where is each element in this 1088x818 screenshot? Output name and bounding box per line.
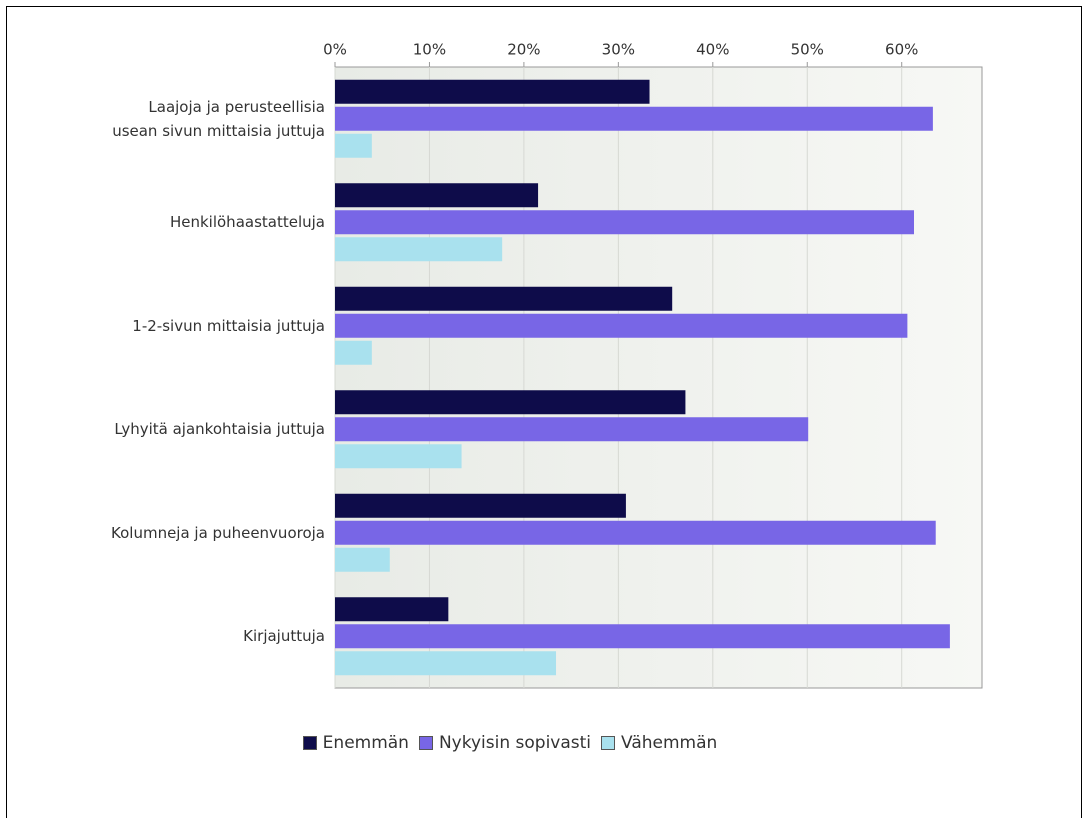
bar xyxy=(335,651,557,676)
x-tick-label: 60% xyxy=(885,41,918,59)
bar xyxy=(335,313,908,338)
legend-item: Vähemmän xyxy=(601,733,717,753)
legend: Enemmän Nykyisin sopivasti Vähemmän xyxy=(0,733,1020,753)
legend-item: Enemmän xyxy=(302,733,409,753)
bar xyxy=(335,493,626,518)
y-tick-label: Kirjajuttuja xyxy=(243,627,325,646)
bar xyxy=(335,106,933,131)
y-tick-label: Laajoja ja perusteellisia usean sivun mi… xyxy=(112,97,325,140)
bar xyxy=(335,417,809,442)
plot-area xyxy=(334,66,983,689)
bar xyxy=(335,444,462,469)
x-tick-label: 50% xyxy=(791,41,824,59)
legend-swatch xyxy=(418,736,433,750)
bar xyxy=(335,210,914,235)
y-tick-label: Henkilöhaastatteluja xyxy=(169,213,325,232)
x-tick-label: 40% xyxy=(696,41,729,59)
bar xyxy=(335,237,503,262)
legend-swatch xyxy=(601,736,616,750)
legend-label: Nykyisin sopivasti xyxy=(438,733,592,753)
bar xyxy=(335,597,449,622)
x-tick-label: 0% xyxy=(323,41,347,59)
bar xyxy=(335,390,686,415)
legend-label: Enemmän xyxy=(322,733,409,753)
bar xyxy=(335,79,650,104)
legend-swatch xyxy=(302,736,317,750)
x-tick-label: 20% xyxy=(507,41,540,59)
legend-label: Vähemmän xyxy=(621,733,718,753)
bar xyxy=(335,624,950,649)
bar xyxy=(335,547,390,572)
y-tick-label: Kolumneja ja puheenvuoroja xyxy=(111,523,325,542)
frame xyxy=(6,6,1082,818)
bar xyxy=(335,183,539,208)
bar xyxy=(335,340,372,365)
bar xyxy=(335,286,673,311)
y-tick-label: 1-2-sivun mittaisia juttuja xyxy=(132,316,325,335)
x-tick-label: 10% xyxy=(413,41,446,59)
legend-item: Nykyisin sopivasti xyxy=(418,733,592,753)
x-tick-label: 30% xyxy=(602,41,635,59)
bar xyxy=(335,133,372,158)
y-tick-label: Lyhyitä ajankohtaisia juttuja xyxy=(114,420,325,439)
bar xyxy=(335,520,936,545)
